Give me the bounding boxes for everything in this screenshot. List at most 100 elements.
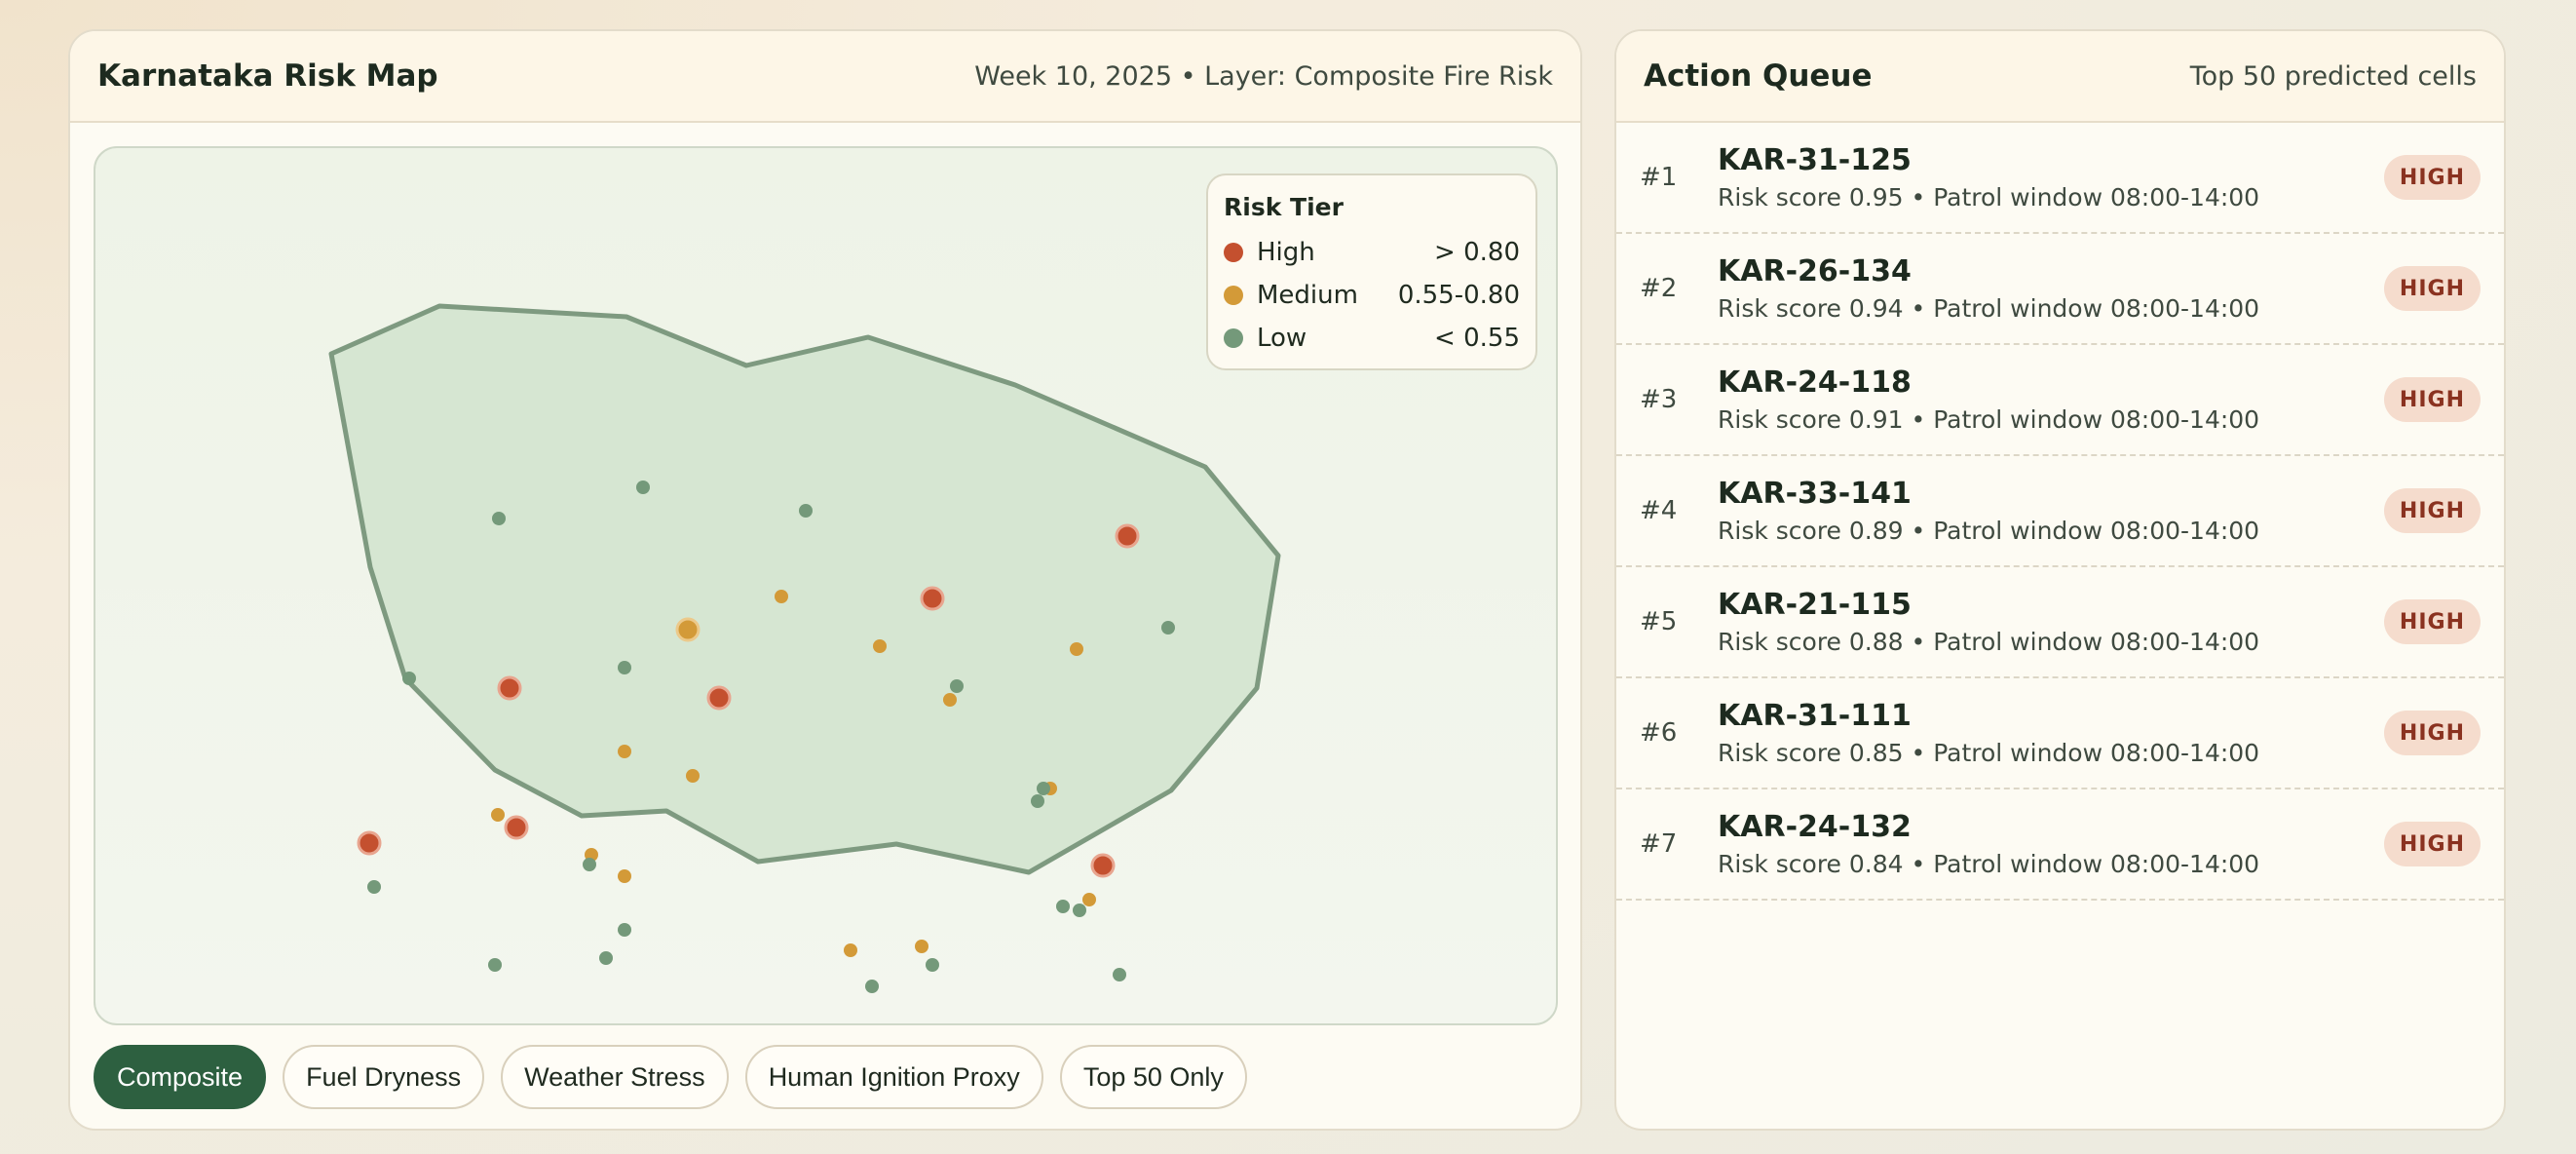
queue-item-detail: Risk score 0.85 • Patrol window 08:00-14… [1718, 739, 2260, 767]
risk-point-medium[interactable] [943, 693, 957, 707]
legend-row-low: Low < 0.55 [1224, 317, 1520, 360]
queue-item-detail: Risk score 0.91 • Patrol window 08:00-14… [1718, 405, 2260, 434]
queue-item-body: KAR-24-132 Risk score 0.84 • Patrol wind… [1718, 810, 2384, 878]
queue-item-detail: Risk score 0.84 • Patrol window 08:00-14… [1718, 850, 2260, 878]
risk-point-medium[interactable] [1070, 642, 1083, 656]
risk-point-low[interactable] [402, 672, 416, 685]
map-meta: Week 10, 2025 • Layer: Composite Fire Ri… [974, 60, 1553, 92]
risk-point-medium[interactable] [686, 769, 700, 783]
map-title: Karnataka Risk Map [97, 58, 438, 94]
risk-point-low[interactable] [1037, 782, 1050, 795]
queue-item[interactable]: #2 KAR-26-134 Risk score 0.94 • Patrol w… [1616, 234, 2504, 345]
queue-item-rank: #2 [1640, 274, 1678, 303]
risk-point-low[interactable] [799, 504, 813, 518]
risk-point-low[interactable] [1031, 794, 1044, 808]
queue-item[interactable]: #1 KAR-31-125 Risk score 0.95 • Patrol w… [1616, 123, 2504, 234]
risk-point-high[interactable] [1090, 853, 1116, 878]
risk-point-medium[interactable] [915, 940, 928, 953]
risk-point-low[interactable] [599, 951, 613, 965]
queue-item-id: KAR-26-134 [1718, 254, 1912, 288]
queue-item[interactable]: #5 KAR-21-115 Risk score 0.88 • Patrol w… [1616, 567, 2504, 678]
queue-item-body: KAR-33-141 Risk score 0.89 • Patrol wind… [1718, 477, 2384, 545]
queue-item[interactable]: #7 KAR-24-132 Risk score 0.84 • Patrol w… [1616, 789, 2504, 901]
queue-item-id: KAR-24-132 [1718, 810, 1912, 844]
queue-item[interactable]: #3 KAR-24-118 Risk score 0.91 • Patrol w… [1616, 345, 2504, 456]
risk-badge: HIGH [2383, 266, 2481, 311]
risk-point-low[interactable] [1056, 900, 1070, 913]
risk-point-low[interactable] [1113, 968, 1126, 981]
risk-point-low[interactable] [1073, 904, 1086, 917]
layer-chip-weather-stress[interactable]: Weather Stress [501, 1045, 729, 1109]
legend-label-medium: Medium [1257, 281, 1358, 310]
risk-point-low[interactable] [367, 880, 381, 894]
risk-point-high[interactable] [504, 815, 529, 840]
layer-chip-human-ignition-proxy[interactable]: Human Ignition Proxy [744, 1045, 1043, 1109]
risk-badge: HIGH [2383, 488, 2481, 533]
risk-point-high[interactable] [357, 830, 382, 856]
risk-badge: HIGH [2383, 822, 2481, 866]
layer-chip-fuel-dryness[interactable]: Fuel Dryness [283, 1045, 485, 1109]
layer-toggle-bar: Composite Fuel Dryness Weather Stress Hu… [94, 1045, 1247, 1109]
queue-item[interactable]: #4 KAR-33-141 Risk score 0.89 • Patrol w… [1616, 456, 2504, 567]
legend-title: Risk Tier [1224, 193, 1344, 221]
risk-point-high[interactable] [706, 685, 732, 711]
risk-point-low[interactable] [488, 958, 502, 972]
risk-point-medium[interactable] [775, 590, 788, 603]
queue-item-rank: #3 [1640, 385, 1678, 414]
map-panel-header: Karnataka Risk Map Week 10, 2025 • Layer… [70, 31, 1580, 123]
queue-item-id: KAR-24-118 [1718, 365, 1912, 400]
queue-item-rank: #1 [1640, 163, 1678, 192]
queue-item-rank: #4 [1640, 496, 1678, 525]
risk-point-medium[interactable] [675, 617, 701, 642]
queue-item-body: KAR-21-115 Risk score 0.88 • Patrol wind… [1718, 588, 2384, 656]
risk-badge: HIGH [2383, 155, 2481, 200]
queue-item-body: KAR-31-111 Risk score 0.85 • Patrol wind… [1718, 699, 2384, 767]
queue-item-rank: #6 [1640, 718, 1678, 748]
risk-point-medium[interactable] [1082, 893, 1096, 906]
risk-point-medium[interactable] [618, 745, 631, 758]
karnataka-region[interactable] [328, 303, 1281, 875]
risk-point-low[interactable] [636, 481, 650, 494]
risk-point-medium[interactable] [873, 639, 887, 653]
action-queue-panel: Action Queue Top 50 predicted cells #1 K… [1614, 29, 2506, 1131]
risk-point-low[interactable] [950, 679, 964, 693]
queue-meta: Top 50 predicted cells [2189, 60, 2477, 92]
queue-title: Action Queue [1644, 58, 1873, 94]
risk-point-high[interactable] [1115, 523, 1140, 549]
risk-point-low[interactable] [492, 512, 506, 525]
risk-point-low[interactable] [618, 923, 631, 937]
legend-range-low: < 0.55 [1434, 324, 1520, 353]
risk-point-medium[interactable] [844, 943, 857, 957]
map-canvas[interactable]: Risk Tier High > 0.80 Medium 0.55-0.80 L… [94, 146, 1558, 1025]
risk-point-low[interactable] [1161, 621, 1175, 635]
queue-item-body: KAR-24-118 Risk score 0.91 • Patrol wind… [1718, 365, 2384, 434]
legend-dot-medium [1224, 286, 1243, 305]
queue-item-detail: Risk score 0.88 • Patrol window 08:00-14… [1718, 628, 2260, 656]
legend-range-high: > 0.80 [1434, 238, 1520, 267]
risk-point-high[interactable] [497, 675, 522, 701]
risk-point-medium[interactable] [491, 808, 505, 822]
map-svg[interactable] [95, 148, 1558, 1025]
layer-chip-top-50-only[interactable]: Top 50 Only [1059, 1045, 1247, 1109]
queue-item[interactable]: #6 KAR-31-111 Risk score 0.85 • Patrol w… [1616, 678, 2504, 789]
queue-item-id: KAR-31-125 [1718, 143, 1912, 177]
risk-point-low[interactable] [865, 980, 879, 993]
risk-point-low[interactable] [583, 858, 596, 871]
queue-item-body: KAR-31-125 Risk score 0.95 • Patrol wind… [1718, 143, 2384, 212]
layer-chip-composite[interactable]: Composite [94, 1045, 267, 1109]
queue-item-detail: Risk score 0.94 • Patrol window 08:00-14… [1718, 294, 2260, 323]
queue-item-id: KAR-21-115 [1718, 588, 1912, 622]
queue-item-id: KAR-31-111 [1718, 699, 1912, 733]
risk-point-low[interactable] [618, 661, 631, 674]
queue-item-rank: #5 [1640, 607, 1678, 636]
legend-label-high: High [1257, 238, 1315, 267]
queue-panel-header: Action Queue Top 50 predicted cells [1616, 31, 2504, 123]
risk-points-layer [357, 481, 1175, 993]
risk-point-high[interactable] [920, 586, 945, 611]
risk-point-low[interactable] [926, 958, 939, 972]
legend-dot-low [1224, 328, 1243, 348]
risk-map-panel: Karnataka Risk Map Week 10, 2025 • Layer… [68, 29, 1582, 1131]
legend-range-medium: 0.55-0.80 [1397, 281, 1520, 310]
risk-badge: HIGH [2383, 711, 2481, 755]
risk-point-medium[interactable] [618, 869, 631, 883]
